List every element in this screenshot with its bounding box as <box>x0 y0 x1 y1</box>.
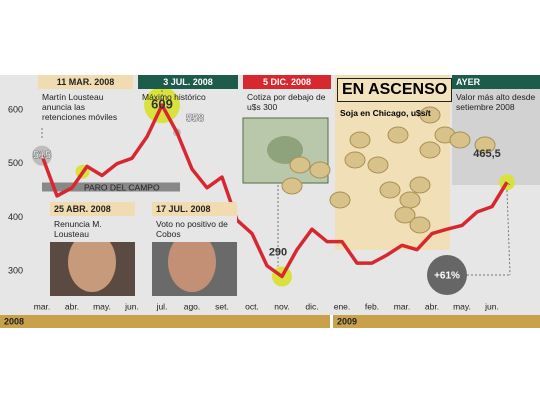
soybean <box>449 131 471 149</box>
annotation: 5 DIC. 2008 Cotiza por debajo de u$s 300 <box>243 75 331 115</box>
year-label: 2008 <box>4 316 24 326</box>
soybean <box>399 191 421 209</box>
annotation-text: Martín Lousteau anuncia las retenciones … <box>42 92 118 122</box>
year-bar <box>333 315 540 328</box>
ayer-panel <box>452 75 540 185</box>
chart-subtitle: Soja en Chicago, u$s/t <box>340 108 431 118</box>
x-tick-label: dic. <box>305 301 318 311</box>
line <box>40 103 509 279</box>
annotation-text: Valor más alto desde setiembre 2008 <box>456 92 536 112</box>
value-label: 515 <box>33 150 51 162</box>
annotation-date: 3 JUL. 2008 <box>138 75 238 89</box>
x-tick-label: mar. <box>394 301 411 311</box>
annotation-text: Renuncia M. Lousteau <box>50 216 135 242</box>
photo-face <box>168 232 216 292</box>
value-label: 609 <box>151 97 173 112</box>
photo-face <box>68 232 116 292</box>
x-tick-label: nov. <box>274 301 289 311</box>
annotation-text: Máximo histórico <box>142 92 206 102</box>
soybean <box>329 191 351 209</box>
y-tick-label: 400 <box>8 212 23 222</box>
period-label: PARO DEL CAMPO <box>84 182 160 192</box>
soybean <box>394 206 416 224</box>
value-label: 290 <box>269 246 287 258</box>
x-tick-label: ago. <box>184 301 201 311</box>
year-bar <box>0 315 330 328</box>
soybean <box>409 216 431 234</box>
x-tick-label: set. <box>215 301 229 311</box>
annotation: AYER Valor más alto desde setiembre 2008 <box>452 75 540 115</box>
x-tick-label: oct. <box>245 301 259 311</box>
x-tick-label: ene. <box>334 301 351 311</box>
annotation-date: 11 MAR. 2008 <box>38 75 133 89</box>
soybean <box>474 136 496 154</box>
y-tick-label: 500 <box>8 158 23 168</box>
bill-portrait <box>267 136 303 164</box>
annotation-date: 17 JUL. 2008 <box>152 202 237 216</box>
x-tick-label: feb. <box>365 301 379 311</box>
x-tick-label: abr. <box>425 301 439 311</box>
soybean <box>344 151 366 169</box>
x-tick-label: jun. <box>484 301 499 311</box>
x-tick-label: jun. <box>124 301 139 311</box>
soybean <box>379 181 401 199</box>
soybean <box>419 106 441 124</box>
annotation-date: 5 DIC. 2008 <box>243 75 331 89</box>
soybean <box>409 176 431 194</box>
soybean <box>387 126 409 144</box>
value-label: 465,5 <box>473 148 501 160</box>
soybean <box>349 131 371 149</box>
change-label: +61% <box>434 271 460 282</box>
soybean <box>309 161 331 179</box>
connector <box>506 181 511 186</box>
soybean <box>419 141 441 159</box>
annotation: 25 ABR. 2008 Renuncia M. Lousteau <box>50 202 135 242</box>
soybean <box>281 177 303 195</box>
x-tick-label: abr. <box>65 301 79 311</box>
annotation-text: Voto no positivo de Cobos <box>152 216 237 242</box>
y-tick-label: 600 <box>8 104 23 114</box>
value-label: 558 <box>186 112 204 124</box>
annotation: 11 MAR. 2008 Martín Lousteau anuncia las … <box>38 75 133 125</box>
y-tick-label: 300 <box>8 266 23 276</box>
year-label: 2009 <box>337 316 357 326</box>
annotation-date: 25 ABR. 2008 <box>50 202 135 216</box>
annotation-text: Cotiza por debajo de u$s 300 <box>247 92 326 112</box>
chart-title: EN ASCENSO <box>337 78 453 102</box>
change-badge <box>427 255 467 295</box>
annotation: 3 JUL. 2008 Máximo histórico <box>138 75 238 105</box>
x-tick-label: may. <box>93 301 111 311</box>
annotation: 17 JUL. 2008 Voto no positivo de Cobos <box>152 202 237 242</box>
x-tick-label: mar. <box>34 301 51 311</box>
soybean <box>367 156 389 174</box>
x-tick-label: may. <box>453 301 471 311</box>
soybean <box>289 156 311 174</box>
x-tick-label: jul. <box>156 301 168 311</box>
annotation-date: AYER <box>452 75 540 89</box>
